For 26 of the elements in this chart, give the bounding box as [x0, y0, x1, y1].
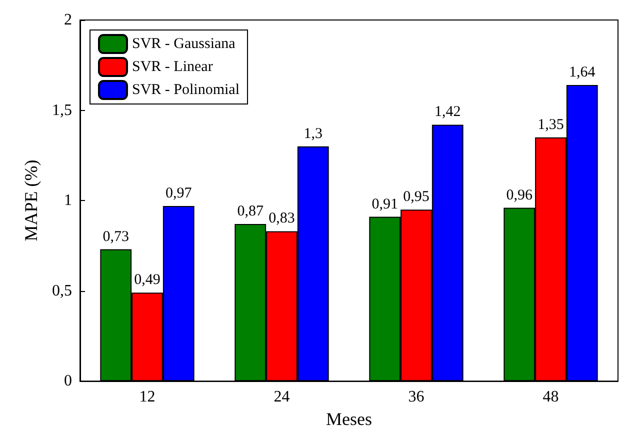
data-label: 0,73: [102, 228, 129, 245]
x-axis-title: Meses: [326, 409, 372, 429]
y-tick-label: 0,5: [52, 282, 72, 300]
data-label: 1,35: [538, 116, 564, 133]
data-label: 0,87: [237, 204, 264, 220]
data-label: 0,96: [506, 187, 533, 204]
data-label: 1,42: [434, 104, 461, 120]
x-tick-label: 36: [408, 388, 424, 406]
x-tick-label: 24: [274, 388, 290, 406]
y-tick-label: 0: [64, 372, 72, 390]
legend-label: SVR - Polinomial: [132, 82, 240, 98]
y-tick-label: 1,5: [52, 102, 72, 119]
legend-label: SVR - Linear: [132, 59, 213, 75]
data-label: 1,3: [304, 126, 323, 142]
y-tick-label: 2: [64, 12, 72, 28]
data-label: 1,64: [569, 64, 596, 80]
legend-label: SVR - Gaussiana: [132, 36, 236, 52]
x-tick-label: 12: [139, 388, 156, 406]
y-axis-title: MAPE (%): [21, 160, 41, 242]
data-label: 0,97: [166, 185, 192, 202]
x-tick-label: 48: [542, 388, 559, 406]
data-label: 0,49: [134, 272, 160, 288]
data-label: 0,83: [268, 210, 295, 227]
data-label: 0,95: [403, 189, 430, 206]
y-tick-label: 1: [64, 192, 72, 210]
data-label: 0,91: [372, 196, 398, 212]
